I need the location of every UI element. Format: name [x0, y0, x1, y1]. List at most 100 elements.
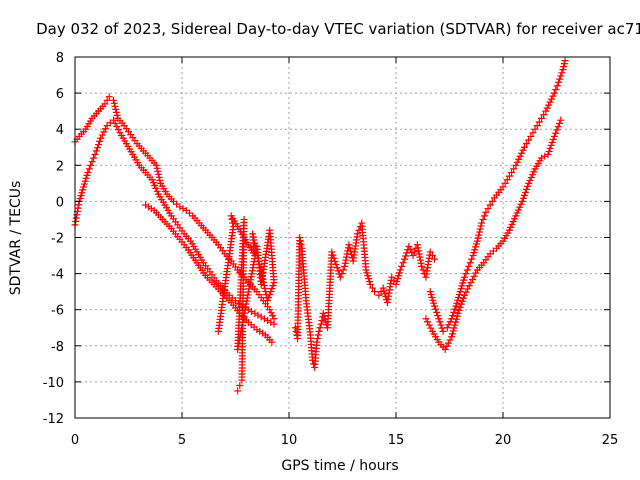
- data-point: [368, 284, 376, 292]
- data-point: [342, 256, 350, 264]
- data-point: [465, 282, 473, 290]
- data-point: [524, 182, 532, 190]
- data-point: [455, 306, 463, 314]
- data-point: [375, 291, 383, 299]
- data-point: [415, 247, 423, 255]
- data-point: [443, 342, 451, 350]
- data-point: [346, 244, 354, 252]
- data-point: [503, 176, 511, 184]
- data-point: [549, 92, 557, 100]
- data-point: [449, 312, 457, 320]
- data-point: [259, 275, 267, 283]
- data-point: [268, 285, 276, 293]
- data-point: [516, 152, 524, 160]
- data-point: [521, 188, 529, 196]
- data-point: [390, 277, 398, 285]
- data-point: [269, 282, 277, 290]
- data-point: [236, 382, 244, 390]
- y-tick-label: -12: [43, 412, 64, 427]
- data-point: [499, 183, 507, 191]
- data-point: [413, 241, 421, 249]
- data-point: [458, 297, 466, 305]
- data-point: [450, 324, 458, 332]
- data-point: [269, 312, 277, 320]
- x-tick-label: 25: [602, 433, 619, 448]
- data-point: [478, 219, 486, 227]
- data-point: [531, 125, 539, 133]
- series-track-afternoon-lower: [422, 116, 565, 353]
- data-point: [331, 257, 339, 265]
- data-point: [538, 114, 546, 122]
- data-point: [520, 191, 528, 199]
- data-point: [546, 144, 554, 152]
- x-tick-label: 5: [178, 433, 186, 448]
- data-point: [477, 222, 485, 230]
- data-point: [422, 315, 430, 323]
- data-point: [472, 269, 480, 277]
- data-point: [427, 324, 435, 332]
- data-point: [469, 275, 477, 283]
- data-point: [556, 75, 564, 83]
- data-point: [257, 266, 265, 274]
- data-point: [92, 147, 100, 155]
- data-point: [474, 234, 482, 242]
- data-point: [355, 226, 363, 234]
- data-point: [268, 338, 276, 346]
- data-point: [535, 118, 543, 126]
- data-point: [366, 280, 374, 288]
- data-point: [541, 152, 549, 160]
- data-point: [544, 150, 552, 158]
- series-cluster-midday: [291, 219, 439, 371]
- data-point: [401, 255, 409, 263]
- data-point: [341, 259, 349, 267]
- data-point: [525, 136, 533, 144]
- data-point: [96, 137, 104, 145]
- x-axis-label: GPS time / hours: [281, 458, 398, 474]
- data-point: [451, 305, 459, 313]
- data-point: [439, 327, 447, 335]
- data-point: [540, 111, 548, 119]
- data-point: [260, 315, 268, 323]
- data-point: [416, 256, 424, 264]
- data-point: [449, 327, 457, 335]
- data-point: [113, 111, 121, 119]
- data-point: [156, 176, 164, 184]
- data-point: [261, 285, 269, 293]
- data-point: [450, 308, 458, 316]
- data-point: [415, 250, 423, 258]
- data-point: [318, 317, 326, 325]
- data-point: [501, 179, 509, 187]
- data-point: [466, 259, 474, 267]
- data-point: [560, 63, 568, 71]
- data-point: [339, 266, 347, 274]
- data-point: [110, 116, 118, 124]
- data-point: [112, 105, 120, 113]
- x-tick-label: 0: [71, 433, 79, 448]
- data-point: [459, 294, 467, 302]
- data-point: [460, 273, 468, 281]
- data-point: [95, 141, 103, 149]
- data-point: [328, 248, 336, 256]
- axis-ticks: [74, 56, 611, 419]
- data-point: [419, 266, 427, 274]
- data-point: [347, 247, 355, 255]
- data-point: [548, 138, 556, 146]
- data-point: [270, 320, 278, 328]
- data-point: [270, 279, 278, 287]
- data-point: [257, 269, 265, 277]
- data-point: [227, 212, 235, 220]
- data-point: [470, 272, 478, 280]
- data-point: [475, 231, 483, 239]
- data-point: [152, 161, 160, 169]
- data-point: [488, 197, 496, 205]
- data-point: [552, 85, 560, 93]
- data-points: [71, 57, 569, 395]
- data-point: [396, 266, 404, 274]
- data-point: [317, 320, 325, 328]
- y-tick-label: -6: [51, 304, 64, 319]
- data-point: [523, 185, 531, 193]
- data-point: [72, 214, 80, 222]
- data-point: [336, 273, 344, 281]
- data-point: [73, 211, 81, 219]
- data-point: [484, 205, 492, 213]
